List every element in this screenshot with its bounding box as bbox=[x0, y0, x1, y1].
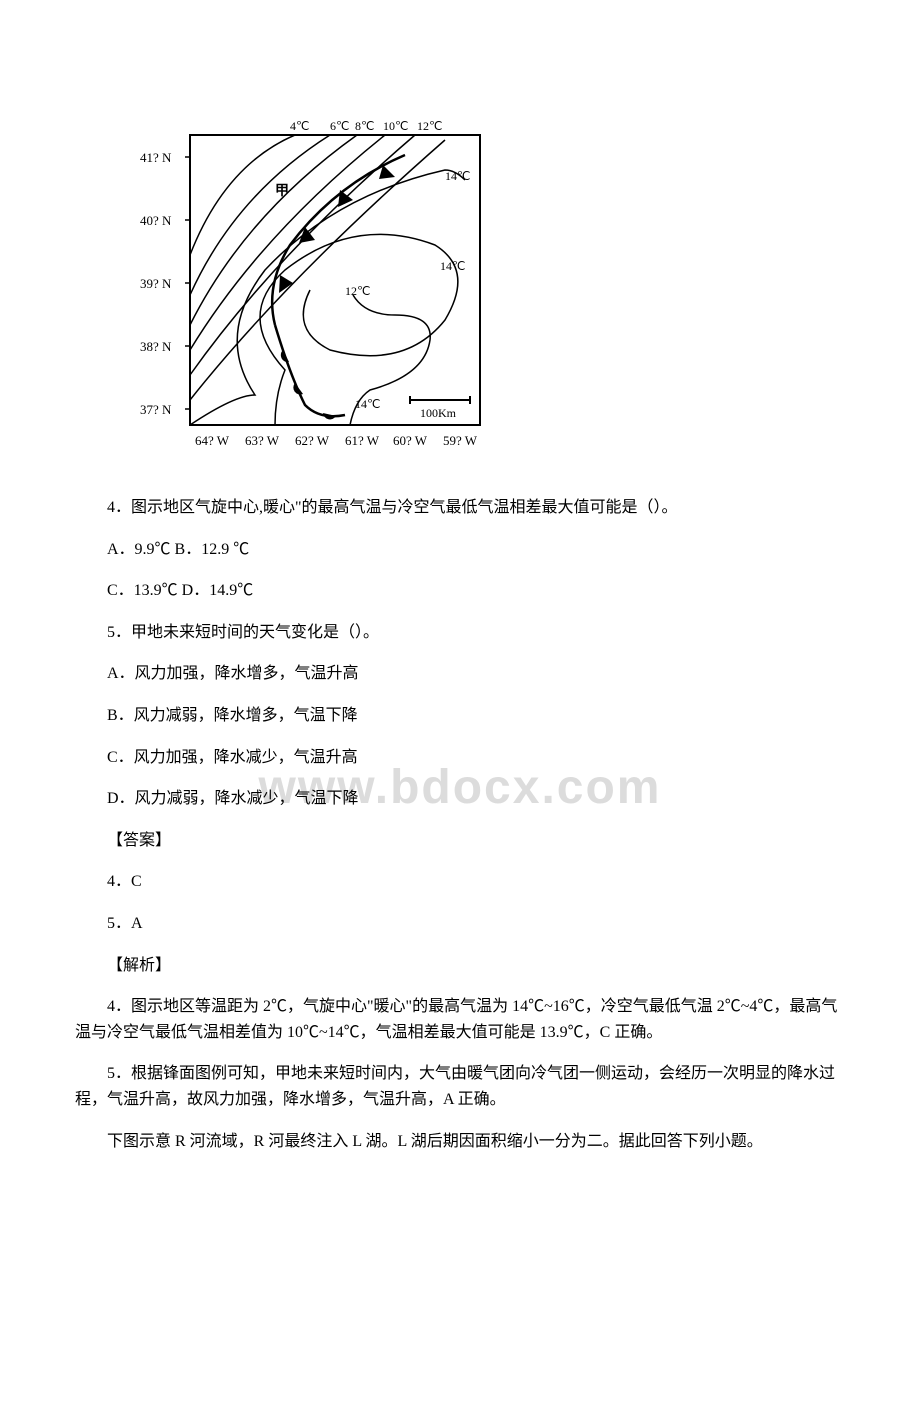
next-question: 下图示意 R 河流域，R 河最终注入 L 湖。L 湖后期因面积缩小一分为二。据此… bbox=[75, 1129, 845, 1155]
temp-label: 6℃ bbox=[330, 119, 349, 133]
weather-diagram: 41? N 40? N 39? N 38? N 37? N 64? W 63? … bbox=[135, 115, 505, 475]
x-label: 62? W bbox=[295, 433, 330, 448]
jia-label: 甲 bbox=[275, 183, 289, 199]
y-label: 41? N bbox=[140, 150, 172, 165]
q5-option-a: A．风力加强，降水增多，气温升高 bbox=[75, 661, 845, 687]
q4-option-cd: C．13.9℃ D．14.9℃ bbox=[75, 578, 845, 604]
x-label: 60? W bbox=[393, 433, 428, 448]
temp-label: 12℃ bbox=[345, 284, 370, 298]
explain-4: 4．图示地区等温距为 2℃，气旋中心"暖心"的最高气温为 14℃~16℃，冷空气… bbox=[75, 994, 845, 1045]
x-label: 59? W bbox=[443, 433, 478, 448]
q5-option-b: B．风力减弱，降水增多，气温下降 bbox=[75, 703, 845, 729]
temp-label: 10℃ bbox=[383, 119, 408, 133]
diagram-svg: 41? N 40? N 39? N 38? N 37? N 64? W 63? … bbox=[135, 115, 505, 475]
explain-label: 【解析】 bbox=[75, 953, 845, 979]
temp-label: 14℃ bbox=[440, 259, 465, 273]
explain-5: 5．根据锋面图例可知，甲地未来短时间内，大气由暖气团向冷气团一侧运动，会经历一次… bbox=[75, 1061, 845, 1112]
temp-label: 4℃ bbox=[290, 119, 309, 133]
q5-stem: 5．甲地未来短时间的天气变化是（）。 bbox=[75, 620, 845, 646]
answer-label: 【答案】 bbox=[75, 828, 845, 854]
q4-stem: 4．图示地区气旋中心,暖心"的最高气温与冷空气最低气温相差最大值可能是（）。 bbox=[75, 495, 845, 521]
temp-label: 8℃ bbox=[355, 119, 374, 133]
answer-5: 5．A bbox=[75, 911, 845, 937]
temp-label: 12℃ bbox=[417, 119, 442, 133]
x-label: 64? W bbox=[195, 433, 230, 448]
answer-4: 4．C bbox=[75, 869, 845, 895]
x-label: 63? W bbox=[245, 433, 280, 448]
scale-label: 100Km bbox=[420, 406, 457, 420]
x-label: 61? W bbox=[345, 433, 380, 448]
q5-option-c: C．风力加强，降水减少，气温升高 bbox=[75, 745, 845, 771]
y-label: 38? N bbox=[140, 339, 172, 354]
document-content: 4．图示地区气旋中心,暖心"的最高气温与冷空气最低气温相差最大值可能是（）。 A… bbox=[0, 495, 920, 1154]
y-label: 40? N bbox=[140, 213, 172, 228]
temp-label: 14℃ bbox=[445, 169, 470, 183]
q5-option-d: D．风力减弱，降水减少，气温下降 bbox=[75, 786, 845, 812]
q4-option-ab: A．9.9℃ B．12.9 ℃ bbox=[75, 537, 845, 563]
y-label: 37? N bbox=[140, 402, 172, 417]
temp-label: 14℃ bbox=[355, 397, 380, 411]
y-label: 39? N bbox=[140, 276, 172, 291]
